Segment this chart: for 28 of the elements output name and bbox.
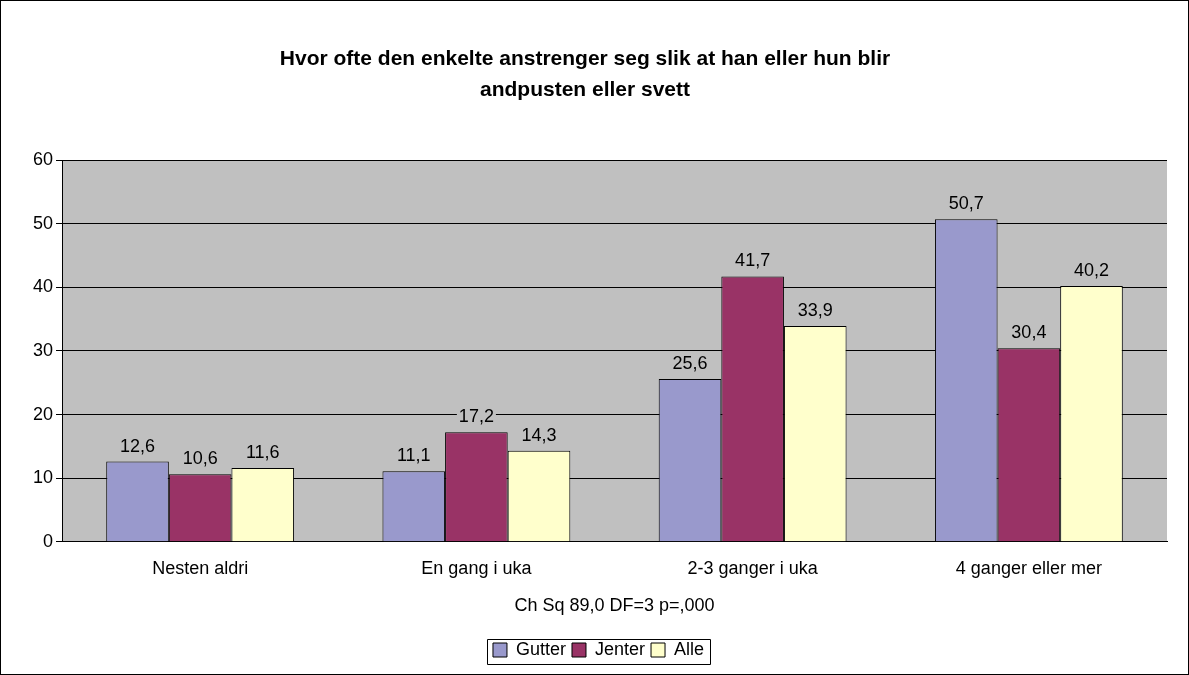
legend-label: Alle (674, 638, 705, 659)
data-label: 41,7 (735, 250, 771, 271)
x-tick-label: En gang i uka (421, 557, 533, 578)
data-label: 40,2 (1073, 259, 1110, 280)
data-label: 14,3 (521, 424, 557, 445)
y-tick-label: 50 (32, 212, 54, 233)
data-label: 10,6 (182, 448, 218, 469)
chart-title: Hvor ofte den enkelte anstrenger seg slik at han eller hun blir andpusten eller svett (278, 45, 892, 102)
x-tick-label: 2-3 ganger i uka (687, 557, 819, 578)
y-tick-label: 0 (43, 530, 54, 551)
data-label: 12,6 (120, 435, 156, 456)
data-label: 11,1 (396, 445, 431, 466)
x-tick-label: 4 ganger eller mer (955, 557, 1102, 578)
legend-label: Jenter (594, 638, 646, 659)
x-axis-title: Ch Sq 89,0 DF=3 p=,000 (514, 595, 715, 616)
data-label: 17,2 (458, 406, 494, 427)
y-tick-label: 30 (32, 339, 54, 360)
data-label: 25,6 (672, 352, 708, 373)
data-label: 33,9 (797, 300, 833, 321)
y-tick-label: 20 (32, 403, 54, 424)
y-tick-label: 40 (32, 276, 54, 297)
data-label: 30,4 (1011, 322, 1047, 343)
data-label: 50,7 (948, 193, 984, 214)
y-tick-label: 60 (32, 148, 54, 169)
legend-label: Gutter (515, 638, 566, 659)
x-tick-label: Nesten aldri (152, 557, 249, 578)
data-label: 11,6 (245, 441, 280, 462)
y-tick-label: 10 (32, 467, 54, 488)
